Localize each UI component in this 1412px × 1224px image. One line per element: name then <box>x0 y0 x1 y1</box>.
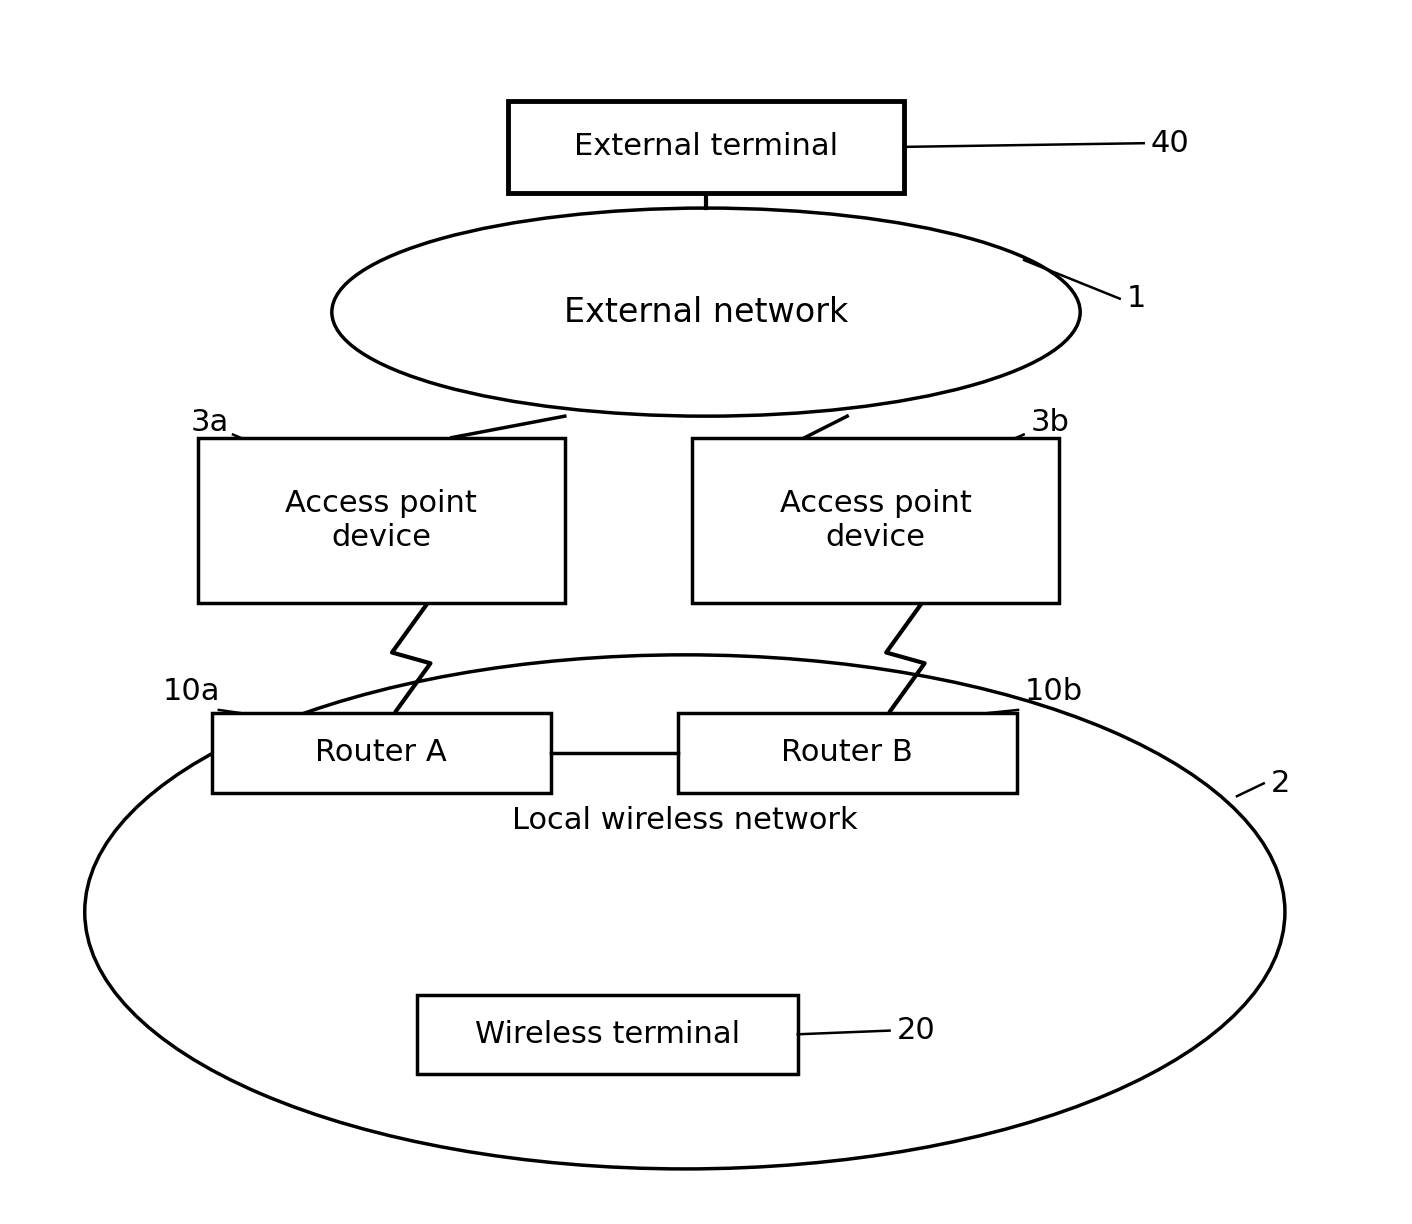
Text: Local wireless network: Local wireless network <box>513 805 857 835</box>
Text: 1: 1 <box>1127 284 1147 313</box>
FancyBboxPatch shape <box>508 102 904 192</box>
Text: 3a: 3a <box>191 408 229 437</box>
Text: Router B: Router B <box>781 738 914 767</box>
Text: 2: 2 <box>1271 769 1291 798</box>
Text: Access point
device: Access point device <box>779 488 971 552</box>
FancyBboxPatch shape <box>198 438 565 603</box>
Text: 20: 20 <box>897 1016 935 1045</box>
FancyBboxPatch shape <box>678 712 1017 793</box>
FancyBboxPatch shape <box>212 712 551 793</box>
FancyBboxPatch shape <box>692 438 1059 603</box>
Text: 40: 40 <box>1151 129 1189 158</box>
Ellipse shape <box>85 655 1285 1169</box>
Text: Access point
device: Access point device <box>285 488 477 552</box>
Text: 3b: 3b <box>1031 408 1070 437</box>
Text: Router A: Router A <box>315 738 448 767</box>
Text: Wireless terminal: Wireless terminal <box>474 1020 740 1049</box>
FancyBboxPatch shape <box>417 994 798 1075</box>
Text: 10b: 10b <box>1025 677 1083 706</box>
Ellipse shape <box>332 208 1080 416</box>
Text: External terminal: External terminal <box>573 132 839 162</box>
Text: External network: External network <box>563 296 849 328</box>
Text: 10a: 10a <box>162 677 220 706</box>
